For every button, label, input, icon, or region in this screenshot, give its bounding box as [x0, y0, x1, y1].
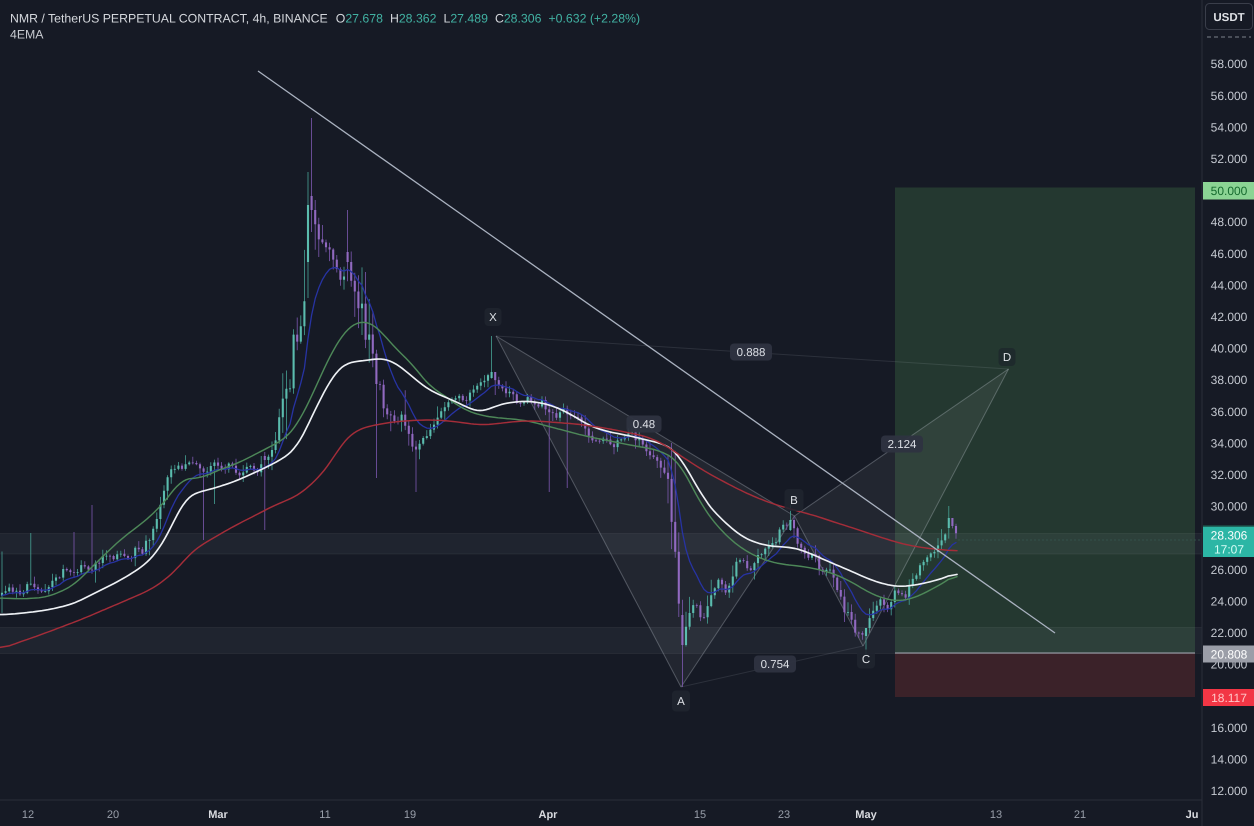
svg-text:12.000: 12.000 [1211, 784, 1248, 798]
svg-text:15: 15 [694, 809, 706, 821]
svg-text:4EMA: 4EMA [10, 28, 44, 42]
svg-text:30.000: 30.000 [1211, 500, 1248, 514]
svg-text:26.000: 26.000 [1211, 563, 1248, 577]
svg-text:20.808: 20.808 [1211, 648, 1248, 662]
svg-text:13: 13 [990, 809, 1002, 821]
svg-text:52.000: 52.000 [1211, 152, 1248, 166]
svg-text:54.000: 54.000 [1211, 120, 1248, 134]
svg-text:40.000: 40.000 [1211, 342, 1248, 356]
svg-text:36.000: 36.000 [1211, 405, 1248, 419]
svg-text:19: 19 [404, 809, 416, 821]
svg-text:Mar: Mar [208, 809, 228, 821]
svg-text:46.000: 46.000 [1211, 247, 1248, 261]
svg-text:34.000: 34.000 [1211, 436, 1248, 450]
svg-text:11: 11 [319, 809, 330, 821]
svg-text:12: 12 [22, 809, 34, 821]
svg-text:23: 23 [778, 809, 790, 821]
svg-text:X: X [489, 312, 497, 324]
svg-text:50.000: 50.000 [1211, 184, 1248, 198]
svg-text:0.754: 0.754 [761, 659, 790, 671]
svg-text:56.000: 56.000 [1211, 89, 1248, 103]
svg-text:USDT: USDT [1213, 12, 1244, 24]
svg-text:48.000: 48.000 [1211, 215, 1248, 229]
svg-text:C: C [862, 654, 870, 666]
svg-text:D: D [1003, 352, 1011, 364]
svg-text:42.000: 42.000 [1211, 310, 1248, 324]
svg-text:14.000: 14.000 [1211, 752, 1248, 766]
svg-text:24.000: 24.000 [1211, 594, 1248, 608]
svg-text:44.000: 44.000 [1211, 278, 1248, 292]
svg-text:58.000: 58.000 [1211, 57, 1248, 71]
svg-text:38.000: 38.000 [1211, 373, 1248, 387]
svg-text:28.306: 28.306 [1211, 529, 1248, 543]
svg-text:18.117: 18.117 [1211, 691, 1247, 705]
svg-text:0.48: 0.48 [633, 419, 655, 431]
svg-text:21: 21 [1074, 809, 1086, 821]
svg-text:0.888: 0.888 [737, 347, 766, 359]
svg-text:17:07: 17:07 [1214, 543, 1244, 557]
svg-text:Apr: Apr [539, 809, 559, 821]
svg-text:Ju: Ju [1186, 809, 1199, 821]
svg-text:May: May [855, 809, 877, 821]
svg-text:22.000: 22.000 [1211, 626, 1248, 640]
svg-text:32.000: 32.000 [1211, 468, 1248, 482]
svg-text:A: A [677, 696, 685, 708]
svg-text:20: 20 [107, 809, 119, 821]
svg-text:2.124: 2.124 [888, 439, 917, 451]
svg-text:16.000: 16.000 [1211, 721, 1248, 735]
svg-text:NMR / TetherUS PERPETUAL CONTR: NMR / TetherUS PERPETUAL CONTRACT, 4h, B… [10, 12, 640, 26]
svg-text:B: B [790, 495, 798, 507]
